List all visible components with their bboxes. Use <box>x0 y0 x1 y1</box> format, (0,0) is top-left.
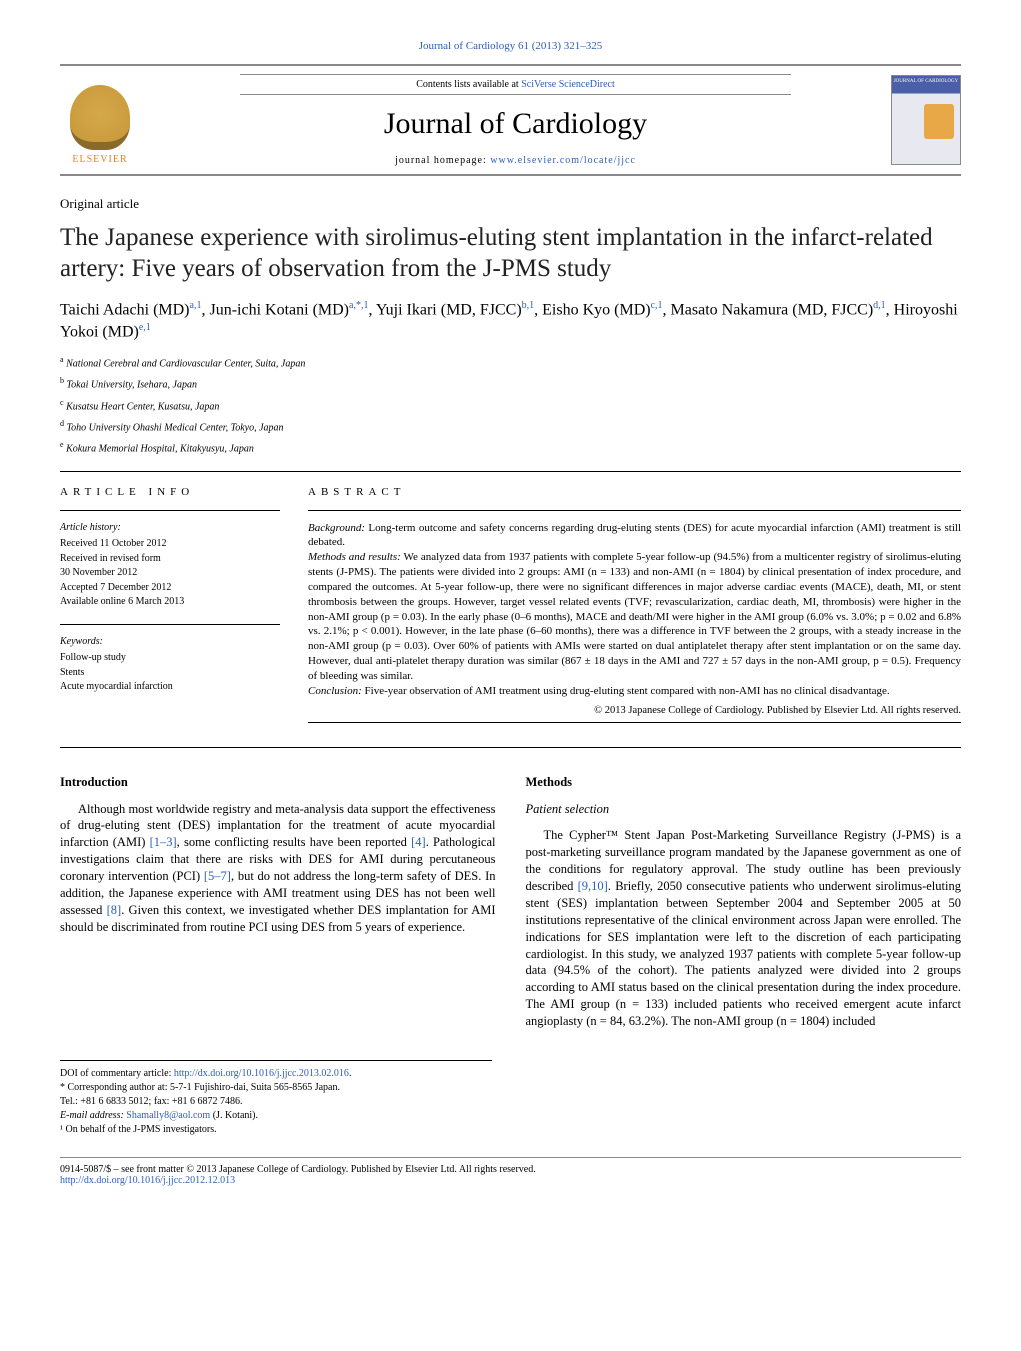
journal-header-ref: Journal of Cardiology 61 (2013) 321–325 <box>60 40 961 52</box>
keyword-line: Stents <box>60 666 280 681</box>
footer-doi-link[interactable]: http://dx.doi.org/10.1016/j.jjcc.2012.12… <box>60 1175 235 1186</box>
authors-list: Taichi Adachi (MD)a,1, Jun-ichi Kotani (… <box>60 299 961 344</box>
introduction-paragraph: Although most worldwide registry and met… <box>60 801 496 936</box>
history-line: Accepted 7 December 2012 <box>60 581 280 596</box>
journal-cover-label: JOURNAL OF CARDIOLOGY <box>892 79 960 84</box>
methods-heading: Methods <box>526 774 962 791</box>
abstract-background-label: Background: <box>308 522 365 534</box>
footnote-doi-link[interactable]: http://dx.doi.org/10.1016/j.jjcc.2013.02… <box>174 1068 349 1079</box>
affiliation-line: a National Cerebral and Cardiovascular C… <box>60 354 961 371</box>
homepage-prefix: journal homepage: <box>395 155 490 166</box>
publisher-logo[interactable]: ELSEVIER <box>60 75 140 165</box>
article-info-column: ARTICLE INFO Article history: Received 1… <box>60 486 280 733</box>
info-rule <box>60 624 280 625</box>
info-rule <box>60 510 280 511</box>
body-left-column: Introduction Although most worldwide reg… <box>60 774 496 1030</box>
contents-available-line: Contents lists available at SciVerse Sci… <box>240 74 791 95</box>
footnote-doi: DOI of commentary article: http://dx.doi… <box>60 1067 492 1081</box>
elsevier-tree-icon <box>70 85 130 150</box>
keyword-line: Follow-up study <box>60 651 280 666</box>
citation-link[interactable]: [5–7] <box>204 869 231 883</box>
footnote-doi-suffix: . <box>349 1068 352 1079</box>
introduction-heading: Introduction <box>60 774 496 791</box>
page-footer: 0914-5087/$ – see front matter © 2013 Ja… <box>60 1157 961 1186</box>
footnote-note1: ¹ On behalf of the J-PMS investigators. <box>60 1123 492 1137</box>
affiliation-line: d Toho University Ohashi Medical Center,… <box>60 418 961 435</box>
citation-link[interactable]: [4] <box>411 835 426 849</box>
abstract-conclusion-label: Conclusion: <box>308 685 362 697</box>
abstract-rule-bottom <box>308 722 961 723</box>
article-info-heading: ARTICLE INFO <box>60 486 280 498</box>
masthead-center: Contents lists available at SciVerse Sci… <box>160 74 871 166</box>
publisher-name: ELSEVIER <box>72 154 127 165</box>
abstract-background-text: Long-term outcome and safety concerns re… <box>308 522 961 549</box>
body-right-column: Methods Patient selection The Cypher™ St… <box>526 774 962 1030</box>
info-abstract-row: ARTICLE INFO Article history: Received 1… <box>60 486 961 733</box>
masthead: ELSEVIER Contents lists available at Sci… <box>60 64 961 176</box>
keywords-label: Keywords: <box>60 635 280 650</box>
affiliation-line: c Kusatsu Heart Center, Kusatsu, Japan <box>60 397 961 414</box>
article-type: Original article <box>60 196 961 212</box>
footnote-doi-label: DOI of commentary article: <box>60 1068 174 1079</box>
patient-selection-heading: Patient selection <box>526 801 962 818</box>
footnote-email-suffix: (J. Kotani). <box>210 1110 258 1121</box>
abstract-heading: ABSTRACT <box>308 486 961 498</box>
article-history-block: Article history: Received 11 October 201… <box>60 521 280 610</box>
abstract-rule <box>308 510 961 511</box>
abstract-methods-text: We analyzed data from 1937 patients with… <box>308 551 961 682</box>
body-two-column: Introduction Although most worldwide reg… <box>60 774 961 1030</box>
footnote-email-link[interactable]: Shamally8@aol.com <box>126 1110 210 1121</box>
abstract-body: Background: Long-term outcome and safety… <box>308 521 961 699</box>
footnote-email-label: E-mail address: <box>60 1110 126 1121</box>
citation-link[interactable]: [8] <box>107 903 122 917</box>
history-line: 30 November 2012 <box>60 566 280 581</box>
history-line: Received in revised form <box>60 552 280 567</box>
journal-homepage-line: journal homepage: www.elsevier.com/locat… <box>160 155 871 166</box>
affiliations-block: a National Cerebral and Cardiovascular C… <box>60 354 961 457</box>
section-rule <box>60 747 961 748</box>
affiliation-line: b Tokai University, Isehara, Japan <box>60 375 961 392</box>
journal-cover-thumbnail[interactable]: JOURNAL OF CARDIOLOGY <box>891 75 961 165</box>
article-title: The Japanese experience with sirolimus-e… <box>60 222 961 285</box>
methods-paragraph: The Cypher™ Stent Japan Post-Marketing S… <box>526 827 962 1030</box>
abstract-methods-label: Methods and results: <box>308 551 401 563</box>
keywords-block: Keywords: Follow-up studyStentsAcute myo… <box>60 635 280 695</box>
abstract-copyright: © 2013 Japanese College of Cardiology. P… <box>308 705 961 716</box>
sciencedirect-link[interactable]: SciVerse ScienceDirect <box>521 79 615 90</box>
footnote-corresponding: * Corresponding author at: 5-7-1 Fujishi… <box>60 1081 492 1095</box>
footnote-email: E-mail address: Shamally8@aol.com (J. Ko… <box>60 1109 492 1123</box>
affiliation-line: e Kokura Memorial Hospital, Kitakyusyu, … <box>60 439 961 456</box>
footnote-tel: Tel.: +81 6 6833 5012; fax: +81 6 6872 7… <box>60 1095 492 1109</box>
history-line: Received 11 October 2012 <box>60 537 280 552</box>
history-line: Available online 6 March 2013 <box>60 595 280 610</box>
footer-copyright: 0914-5087/$ – see front matter © 2013 Ja… <box>60 1164 961 1175</box>
abstract-conclusion-text: Five-year observation of AMI treatment u… <box>362 685 890 697</box>
contents-prefix: Contents lists available at <box>416 79 521 90</box>
journal-cover-badge-icon <box>924 104 954 139</box>
footnotes-block: DOI of commentary article: http://dx.doi… <box>60 1060 492 1137</box>
abstract-column: ABSTRACT Background: Long-term outcome a… <box>308 486 961 733</box>
journal-name: Journal of Cardiology <box>160 107 871 141</box>
homepage-link[interactable]: www.elsevier.com/locate/jjcc <box>490 155 636 166</box>
citation-link[interactable]: [9,10] <box>578 879 608 893</box>
article-history-label: Article history: <box>60 521 280 536</box>
citation-link[interactable]: [1–3] <box>150 835 177 849</box>
section-rule <box>60 471 961 472</box>
keyword-line: Acute myocardial infarction <box>60 680 280 695</box>
